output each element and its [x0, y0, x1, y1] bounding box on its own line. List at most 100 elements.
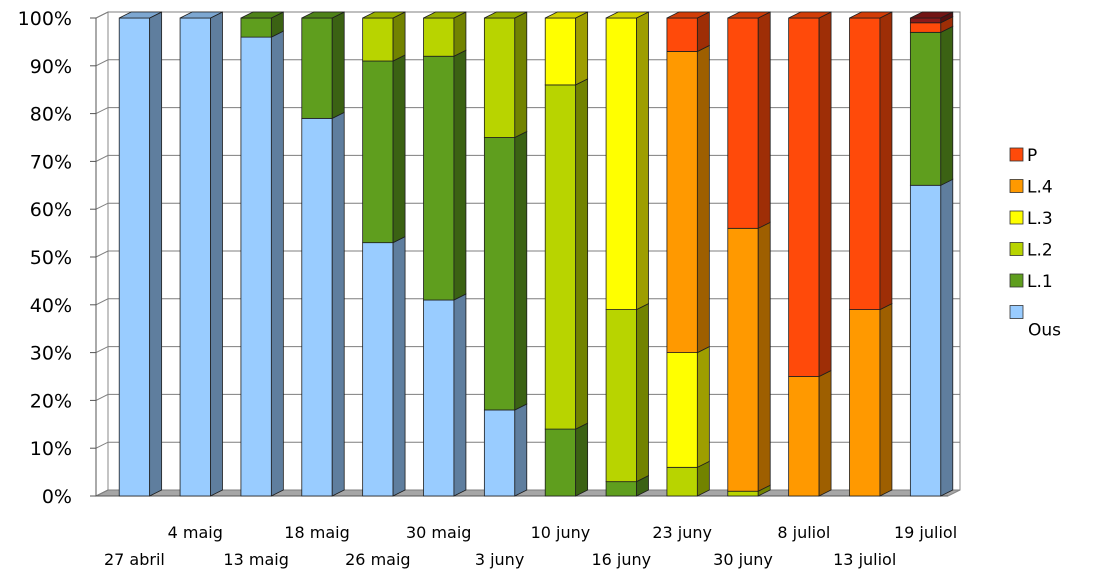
- x-tick-label: 10 juny: [531, 523, 591, 542]
- y-tick-label: 20%: [30, 390, 72, 412]
- bar-side: [757, 11, 771, 229]
- legend-label: L.4: [1027, 178, 1053, 198]
- bar-front: [544, 17, 577, 86]
- bar-side: [636, 302, 649, 483]
- y-tick-label: 60%: [30, 199, 72, 221]
- bar-top: [362, 11, 406, 19]
- bar-side: [392, 236, 406, 497]
- bar-segment: [301, 111, 345, 497]
- bar-top: [910, 11, 953, 19]
- bar-side: [453, 49, 467, 301]
- legend-label: L.2: [1027, 241, 1053, 261]
- bar-segment: [362, 236, 406, 497]
- y-tick-label: 10%: [30, 438, 72, 460]
- x-tick-label: 8 juliol: [777, 523, 830, 542]
- x-tick-label: 4 maig: [168, 523, 223, 542]
- y-tick-label: 0%: [42, 486, 72, 508]
- bar-front: [788, 17, 820, 377]
- bar-top: [423, 11, 467, 19]
- x-tick-label: 19 juliol: [894, 523, 957, 542]
- bar-side: [636, 11, 649, 311]
- bar-front: [727, 490, 759, 497]
- bar-side: [575, 422, 589, 497]
- bar-segment: [544, 11, 589, 86]
- bar-front: [909, 22, 942, 33]
- bar-segment: [666, 44, 710, 354]
- bar-front: [849, 17, 881, 310]
- bar-segment: [240, 30, 284, 497]
- bar-top: [727, 11, 771, 19]
- legend-swatch: [1009, 273, 1024, 288]
- bar-front: [909, 184, 942, 497]
- bar-segment: [301, 11, 345, 120]
- bar-segment: [423, 49, 467, 301]
- gridline: [95, 11, 960, 19]
- bar-front: [483, 17, 516, 138]
- bar-front: [666, 51, 698, 354]
- bar-segment: [666, 11, 710, 53]
- bar-side: [696, 11, 710, 53]
- bar-front: [727, 227, 759, 492]
- floor: [95, 489, 961, 497]
- x-tick-label: 13 juliol: [833, 550, 896, 569]
- bar-segment: [362, 54, 406, 244]
- bar-side: [331, 11, 345, 120]
- bar-front: [240, 36, 272, 497]
- bar-front: [240, 17, 272, 38]
- y-tick-label: 50%: [30, 247, 72, 269]
- bar-segment: [544, 78, 589, 430]
- bar-side: [149, 11, 163, 497]
- legend-swatch: [1009, 210, 1024, 225]
- bar-front: [423, 299, 455, 497]
- bar-top: [666, 11, 710, 19]
- x-tick-label: 27 abril: [104, 550, 165, 569]
- bar-side: [392, 11, 406, 62]
- y-tick-labels: 0% 10% 20% 30% 40% 50% 60% 70% 80% 90% 100%: [18, 8, 72, 508]
- bar-side: [210, 11, 223, 497]
- bar-top: [484, 11, 527, 19]
- bar-front: [605, 309, 637, 483]
- bar-segment: [118, 11, 163, 497]
- bar-front: [483, 137, 516, 411]
- bar-segment: [423, 11, 467, 57]
- bar-side: [575, 78, 589, 430]
- x-tick-label: 16 juny: [591, 550, 651, 569]
- bar-side: [514, 11, 528, 139]
- bar-segment: [179, 11, 223, 497]
- bar-side: [879, 302, 893, 497]
- bars-layer: [118, 11, 954, 497]
- bar-segment: [483, 130, 528, 411]
- bar-side: [392, 54, 406, 244]
- bar-front: [605, 17, 637, 310]
- bar-segment: [240, 11, 284, 38]
- x-tick-label: 26 maig: [345, 550, 410, 569]
- y-tick-label: 30%: [30, 343, 72, 365]
- bar-side: [331, 111, 345, 497]
- bar-front: [301, 17, 333, 119]
- bar-front: [909, 17, 942, 24]
- bar-side: [514, 403, 528, 497]
- y-tick-label: 80%: [30, 104, 72, 126]
- bar-segment: [909, 178, 954, 497]
- bar-front: [423, 17, 455, 57]
- bar-front: [788, 376, 820, 497]
- bar-side: [818, 369, 832, 497]
- bar-segment: [727, 11, 771, 229]
- y-tick-label: 90%: [30, 56, 72, 78]
- bar-side: [696, 44, 710, 354]
- bar-front: [423, 55, 455, 301]
- x-tick-label: 23 juny: [652, 523, 712, 542]
- x-tick-label: 3 juny: [475, 550, 524, 569]
- bar-front: [362, 60, 394, 244]
- x-tick-label: 13 maig: [223, 550, 288, 569]
- bar-top: [605, 11, 649, 19]
- bar-segment: [605, 11, 649, 311]
- bar-segment: [483, 11, 528, 139]
- bar-segment: [849, 302, 893, 497]
- bar-side: [514, 130, 528, 411]
- legend: P L.4 L.3 L.2 L.1 Ous: [1009, 146, 1061, 341]
- bar-segment: [362, 11, 406, 62]
- bar-segment: [483, 403, 528, 497]
- bar-segment: [544, 422, 589, 497]
